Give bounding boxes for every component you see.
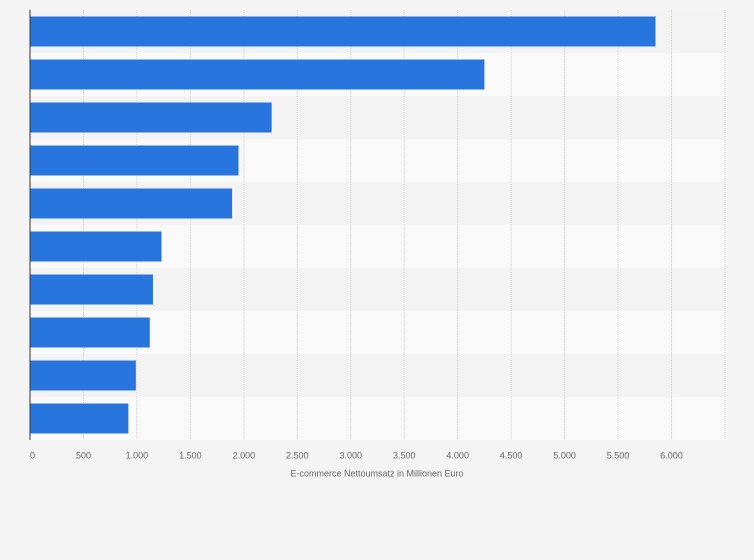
x-tick-label: 0: [30, 450, 35, 460]
x-tick-label: 5.500: [607, 450, 630, 460]
x-tick-label: 500: [76, 450, 91, 460]
bar: [30, 317, 150, 348]
x-tick-label: 1.500: [179, 450, 202, 460]
bar: [30, 188, 233, 219]
x-tick-label: 4.500: [500, 450, 523, 460]
x-tick-label: 1.000: [126, 450, 149, 460]
bar: [30, 16, 656, 47]
x-tick-label: 2.000: [233, 450, 256, 460]
row-band: [30, 397, 725, 440]
x-tick-label: 5.000: [553, 450, 576, 460]
bar: [30, 145, 239, 176]
row-band: [30, 354, 725, 397]
x-tick-label: 4.000: [446, 450, 469, 460]
x-axis-label: E-commerce Nettoumsatz in Millionen Euro: [290, 468, 463, 478]
bar: [30, 59, 485, 90]
bar: [30, 360, 136, 391]
bar: [30, 274, 153, 305]
bar: [30, 231, 162, 262]
bar: [30, 403, 129, 434]
bar: [30, 102, 272, 133]
x-tick-label: 3.500: [393, 450, 416, 460]
x-tick-label: 6.000: [660, 450, 683, 460]
x-tick-label: 2.500: [286, 450, 309, 460]
x-tick-label: 3.000: [340, 450, 363, 460]
